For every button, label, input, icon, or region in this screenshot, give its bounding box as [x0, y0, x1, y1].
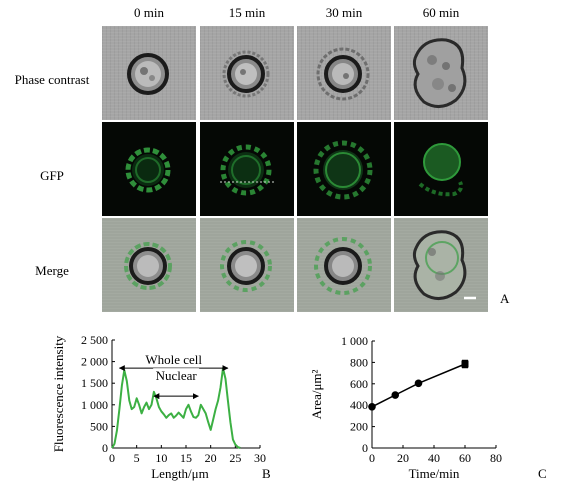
x-tick-label: 20 [205, 451, 217, 465]
x-axis-label: Length/μm [151, 466, 209, 481]
data-point [414, 379, 423, 388]
x-tick-label: 15 [180, 451, 192, 465]
column-header-60min: 60 min [422, 5, 460, 20]
annotation-label-bg [153, 368, 200, 384]
merge-panel-60min [394, 218, 488, 312]
x-tick-label: 40 [428, 451, 440, 465]
x-tick-label: 0 [369, 451, 375, 465]
merge-panel-30min [297, 218, 391, 312]
panel-letter-c: C [538, 466, 547, 481]
phase-panel-30min [297, 26, 391, 120]
x-tick-label: 80 [490, 451, 502, 465]
y-tick-label: 0 [102, 441, 108, 455]
row-label-gfp: GFP [40, 168, 64, 183]
annotation-label-bg [141, 352, 206, 368]
y-tick-label: 0 [362, 441, 368, 455]
y-tick-label: 1 000 [341, 334, 368, 348]
y-tick-label: 2 000 [81, 355, 108, 369]
x-tick-label: 5 [134, 451, 140, 465]
x-tick-label: 0 [109, 451, 115, 465]
row-label-merge: Merge [35, 263, 69, 278]
x-tick-label: 10 [155, 451, 167, 465]
gfp-panel-60min [394, 122, 488, 216]
column-header-0min: 0 min [134, 5, 164, 20]
phase-panel-60min [394, 26, 488, 120]
row-label-phase-contrast: Phase contrast [14, 72, 90, 87]
x-tick-label: 20 [397, 451, 409, 465]
merge-panel-15min [200, 218, 294, 312]
column-header-15min: 15 min [228, 5, 266, 20]
y-tick-label: 500 [90, 419, 108, 433]
phase-panel-0min [102, 26, 196, 120]
data-point [368, 403, 376, 411]
y-tick-label: 800 [350, 355, 368, 369]
gfp-panel-30min [297, 122, 391, 216]
data-point [461, 360, 469, 368]
x-tick-label: 30 [254, 451, 266, 465]
phase-panel-15min [200, 26, 294, 120]
x-tick-label: 60 [459, 451, 471, 465]
merge-panel-0min [102, 218, 196, 312]
gfp-panel-15min [200, 122, 294, 216]
gfp-panel-0min [102, 122, 196, 216]
y-tick-label: 1 000 [81, 398, 108, 412]
y-tick-label: 400 [350, 398, 368, 412]
panel-letter-b: B [262, 466, 271, 481]
nuclear-label: Nuclear [156, 368, 198, 383]
data-point [391, 391, 400, 399]
y-axis-label: Area/μm² [309, 369, 324, 419]
y-tick-label: 600 [350, 377, 368, 391]
panel-letter-a: A [500, 291, 510, 306]
x-tick-label: 25 [229, 451, 241, 465]
y-tick-label: 1 500 [81, 376, 108, 390]
column-header-30min: 30 min [325, 5, 363, 20]
x-axis-label: Time/min [409, 466, 460, 481]
y-axis-label: Fluorescence intensity [51, 335, 66, 452]
y-tick-label: 200 [350, 420, 368, 434]
whole-cell-label: Whole cell [145, 352, 202, 367]
fluorescence-line [111, 367, 241, 449]
y-tick-label: 2 500 [81, 333, 108, 347]
area-line [371, 363, 466, 408]
